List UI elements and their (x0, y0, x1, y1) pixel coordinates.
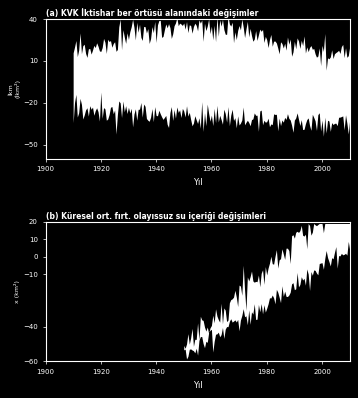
X-axis label: Yıl: Yıl (193, 380, 203, 390)
Y-axis label: İkm
(İkm²): İkm (İkm²) (8, 80, 20, 98)
X-axis label: Yıl: Yıl (193, 178, 203, 187)
Text: (a) KVK İktishar ber örtüsü alanındaki değişimler: (a) KVK İktishar ber örtüsü alanındaki d… (45, 8, 258, 18)
Y-axis label: x (km²): x (km²) (14, 280, 20, 303)
Text: (b) Küresel ort. fırt. olayıssuz su içeriği değişimleri: (b) Küresel ort. fırt. olayıssuz su içer… (45, 212, 266, 221)
